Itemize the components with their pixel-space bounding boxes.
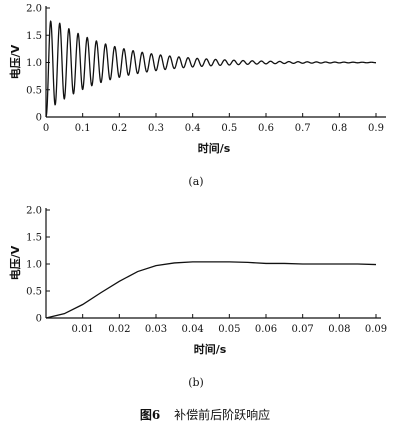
b-panel-label: (b) (188, 376, 204, 389)
a-xlabel: 时间/s (198, 141, 231, 155)
b-xtick-label: 0.06 (255, 324, 277, 335)
caption-figure-number: 图6 (140, 408, 160, 422)
a-xtick-label: 0.5 (221, 123, 237, 134)
b-ytick-label: 2.0 (26, 206, 42, 217)
b-xtick-label: 0.02 (108, 324, 130, 335)
b-series-line (45, 261, 377, 319)
b-xtick-label: 0.01 (72, 324, 94, 335)
b-xtick-label: 0.03 (145, 324, 167, 335)
a-xtick-label: 0.7 (295, 123, 311, 134)
b-xlabel: 时间/s (194, 342, 227, 356)
b-xtick-label: 0.08 (328, 324, 350, 335)
a-xtick-label: 0.9 (368, 123, 384, 134)
a-xtick-label: 0.1 (75, 123, 91, 134)
caption-title: 补偿前后阶跃响应 (174, 407, 270, 422)
b-xtick-label: 0.04 (182, 324, 204, 335)
a-ytick-label: 0.5 (26, 85, 42, 96)
b-ylabel: 电压/V (8, 245, 22, 280)
a-ytick-label: 2.0 (26, 4, 42, 15)
a-panel-label: (a) (188, 175, 203, 188)
a-ylabel: 电压/V (8, 44, 22, 79)
b-xtick-label: 0.09 (365, 324, 387, 335)
b-ytick-label: 1.0 (26, 260, 42, 271)
b-xtick-label: 0.05 (218, 324, 240, 335)
panel-b: 0 0.5 1.0 1.5 2.0 0.01 0.02 0.03 0.04 0.05 0.06 0.… (8, 206, 387, 390)
a-ytick-label: 1.5 (26, 31, 42, 42)
a-xtick-label: 0.2 (111, 123, 127, 134)
a-xtick-label: 0 (43, 123, 49, 134)
panel-a: 0 0.5 1.0 1.5 2.0 0 0.1 0.2 0.3 0.4 0.5 0.6 0.7 0.8 0… (8, 4, 386, 188)
b-ytick-label: 0.5 (26, 287, 42, 298)
a-xtick-label: 0.8 (331, 123, 347, 134)
figure-caption: 图6 补偿前后阶跃响应 (140, 407, 270, 422)
a-ytick-label: 1.0 (26, 58, 42, 69)
a-series-line (45, 20, 376, 118)
a-ytick-label: 0 (36, 113, 42, 124)
b-xtick-label: 0.07 (292, 324, 314, 335)
a-xtick-label: 0.4 (185, 123, 201, 134)
a-xtick-label: 0.6 (258, 123, 274, 134)
b-ytick-label: 0 (36, 314, 42, 325)
a-xtick-label: 0.3 (148, 123, 164, 134)
b-ytick-label: 1.5 (26, 233, 42, 244)
